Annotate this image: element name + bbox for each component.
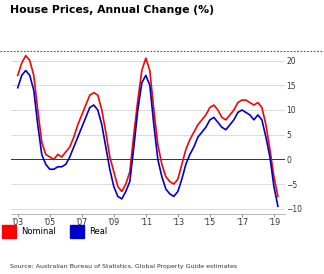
FancyBboxPatch shape xyxy=(70,225,84,238)
Text: House Prices, Annual Change (%): House Prices, Annual Change (%) xyxy=(10,5,214,15)
FancyBboxPatch shape xyxy=(2,225,16,238)
Text: Nominal: Nominal xyxy=(21,227,56,236)
Text: Real: Real xyxy=(89,227,108,236)
Text: Source: Australian Bureau of Statistics, Global Property Guide estimates: Source: Australian Bureau of Statistics,… xyxy=(10,264,237,269)
